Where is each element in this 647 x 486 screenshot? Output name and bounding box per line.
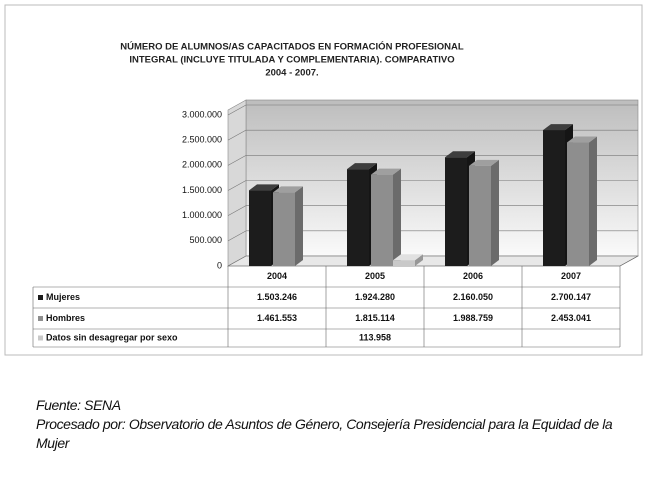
table-line <box>619 255 639 267</box>
legend-label: Mujeres <box>46 292 80 302</box>
chart-title: 2004 - 2007. <box>265 68 318 79</box>
bar-top <box>347 163 377 170</box>
legend-label: Hombres <box>46 313 85 323</box>
data-label: 1.988.759 <box>453 313 493 323</box>
bar-top <box>543 124 573 131</box>
y-tick-label: 2.000.000 <box>182 160 222 170</box>
grid-line-side <box>227 255 247 267</box>
bar <box>273 192 295 266</box>
chart: NÚMERO DE ALUMNOS/AS CAPACITADOS EN FORM… <box>4 4 643 356</box>
grid-line-side <box>227 180 247 191</box>
legend-swatch <box>38 335 43 341</box>
x-tick-label: 2005 <box>365 271 385 281</box>
bar-side <box>589 136 597 266</box>
bar-top <box>249 184 279 191</box>
bar-top <box>567 136 597 143</box>
y-tick-label: 1.000.000 <box>182 210 222 220</box>
y-tick-label: 0 <box>217 260 222 270</box>
data-label: 2.453.041 <box>551 313 591 323</box>
bar-side <box>295 186 303 266</box>
x-tick-label: 2007 <box>561 271 581 281</box>
y-tick-label: 2.500.000 <box>182 135 222 145</box>
grid-line-side <box>227 205 247 216</box>
chart-title: NÚMERO DE ALUMNOS/AS CAPACITADOS EN FORM… <box>120 41 464 53</box>
bar <box>445 157 467 266</box>
bar-side <box>415 254 423 266</box>
bar-side <box>491 159 499 266</box>
legend-swatch <box>38 295 43 300</box>
x-tick-label: 2004 <box>267 271 287 281</box>
bar-top <box>445 151 475 158</box>
bar <box>567 142 589 266</box>
source: Fuente: SENA <box>36 397 121 413</box>
bar <box>393 260 415 266</box>
bar-side <box>393 168 401 266</box>
x-tick-label: 2006 <box>463 271 483 281</box>
data-label: 1.815.114 <box>355 313 395 323</box>
data-label: 1.503.246 <box>257 292 297 302</box>
side-wall <box>227 99 247 267</box>
bar <box>469 165 491 266</box>
bar-top <box>393 254 423 261</box>
grid-line-side <box>227 104 247 116</box>
bar <box>347 169 369 266</box>
bar <box>371 174 393 266</box>
chart-title: INTEGRAL (INCLUYE TITULADA Y COMPLEMENTA… <box>129 55 454 66</box>
processed-by: Procesado por: Observatorio de Asuntos d… <box>36 416 613 451</box>
grid-line-side <box>227 129 247 141</box>
data-label: 1.461.553 <box>257 313 297 323</box>
bar-top <box>273 186 303 193</box>
chart-frame <box>4 4 643 356</box>
grid-line-side <box>227 230 247 242</box>
y-tick-label: 1.500.000 <box>182 185 222 195</box>
legend-label: Datos sin desagregar por sexo <box>46 332 178 342</box>
legend-swatch <box>38 316 43 321</box>
y-tick-label: 3.000.000 <box>182 109 222 119</box>
source-notes: Fuente: SENA Procesado por: Observatorio… <box>36 396 636 453</box>
data-label: 2.160.050 <box>453 292 493 302</box>
data-label: 2.700.147 <box>551 292 591 302</box>
y-tick-label: 500.000 <box>189 235 222 245</box>
bar-top <box>371 168 401 175</box>
data-label: 1.924.280 <box>355 292 395 302</box>
bar <box>249 190 271 266</box>
data-label: 113.958 <box>359 332 391 342</box>
grid-line-side <box>227 155 247 166</box>
bar <box>543 130 565 266</box>
bar-top <box>469 159 499 166</box>
